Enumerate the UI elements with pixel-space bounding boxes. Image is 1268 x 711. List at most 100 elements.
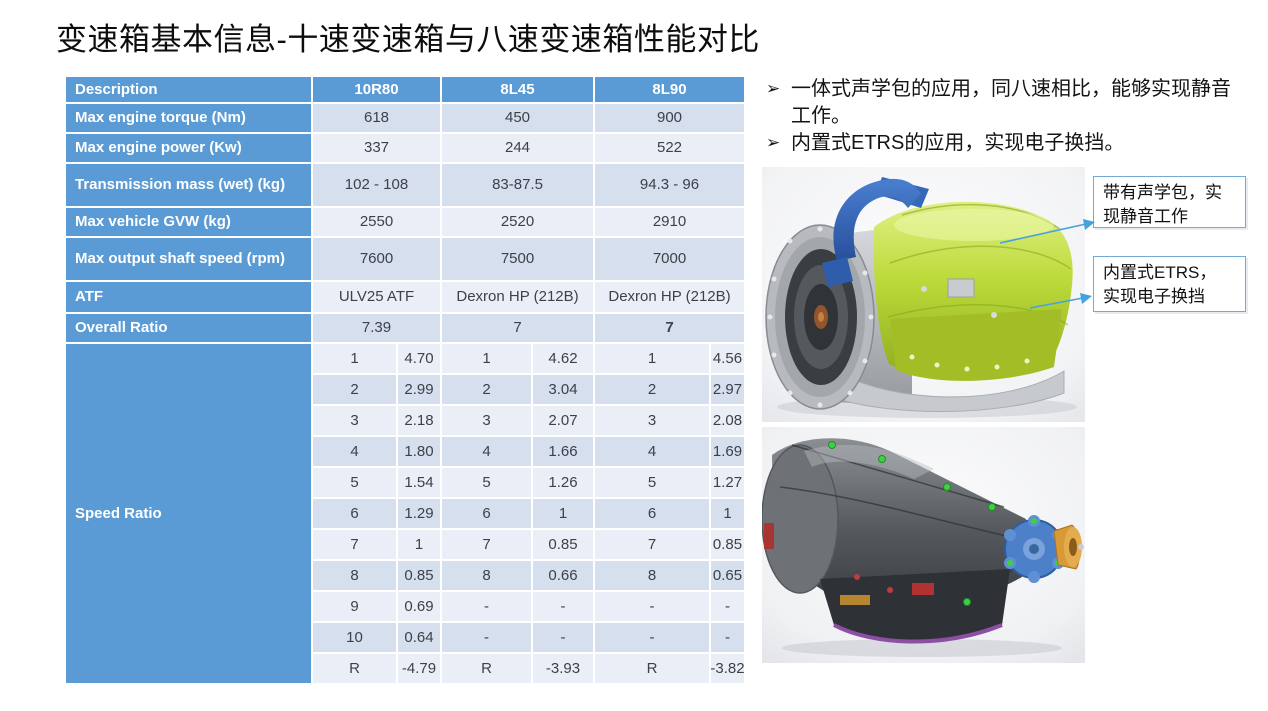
transmission-image-8speed — [762, 427, 1085, 663]
bullet-list: ➢ 一体式声学包的应用，同八速相比，能够实现静音工作。 ➢ 内置式ETRS的应用… — [766, 76, 1248, 156]
gear-cell: 4.56 — [711, 344, 746, 375]
gear-cell: 1 — [595, 344, 711, 375]
gear-cell: 2 — [595, 375, 711, 406]
spec-cell: 244 — [442, 134, 595, 164]
bullet-text: 一体式声学包的应用，同八速相比，能够实现静音工作。 — [791, 78, 1231, 127]
gear-cell: -3.82 — [710, 654, 746, 685]
gear-cell: 4 — [442, 437, 533, 468]
gear-cell: 1 — [533, 499, 595, 530]
gear-cell: 0.64 — [398, 623, 442, 654]
spec-row-label: Overall Ratio — [66, 314, 313, 344]
spec-table: Description 10R80 8L45 8L90 Max engine t… — [66, 77, 746, 685]
gear-cell: - — [595, 592, 711, 623]
bullet-item: ➢ 一体式声学包的应用，同八速相比，能够实现静音工作。 — [766, 76, 1248, 130]
gear-cell: -4.79 — [398, 654, 442, 685]
spec-cell: 94.3 - 96 — [595, 164, 746, 208]
spec-cell: 337 — [313, 134, 442, 164]
gear-cell: 6 — [442, 499, 533, 530]
gear-cell: 1.69 — [711, 437, 746, 468]
gear-cell: - — [711, 623, 746, 654]
gear-cell: 2.18 — [398, 406, 442, 437]
gear-cell: 7 — [595, 530, 711, 561]
gear-cell: 4 — [313, 437, 398, 468]
gear-cell: 1.27 — [711, 468, 746, 499]
spec-cell: 450 — [442, 104, 595, 134]
spec-cell: 522 — [595, 134, 746, 164]
gear-cell: - — [595, 623, 711, 654]
gear-cell: 9 — [313, 592, 398, 623]
gear-cell: 2.97 — [711, 375, 746, 406]
gear-cell: - — [533, 623, 595, 654]
gear-cell: R — [442, 654, 533, 685]
gear-cell: 3 — [595, 406, 711, 437]
speed-ratio-label: Speed Ratio — [66, 344, 313, 685]
callout-line: 带有声学包，实 — [1103, 183, 1222, 202]
callout-line: 内置式ETRS， — [1103, 263, 1217, 282]
table-header-description: Description — [66, 77, 313, 104]
gear-cell: 6 — [313, 499, 398, 530]
spec-cell: 2520 — [442, 208, 595, 238]
gear-cell: 1.80 — [398, 437, 442, 468]
spec-cell: 83-87.5 — [442, 164, 595, 208]
spec-cell: 7.39 — [313, 314, 442, 344]
spec-cell: 2910 — [595, 208, 746, 238]
transmission-image-10speed — [762, 167, 1085, 422]
gear-cell: 4 — [595, 437, 711, 468]
gear-cell: 8 — [313, 561, 398, 592]
bullet-arrow-icon: ➢ — [766, 79, 781, 98]
gear-cell: 0.65 — [711, 561, 746, 592]
gear-cell: 5 — [313, 468, 398, 499]
table-header-8l90: 8L90 — [595, 77, 746, 104]
spec-cell: 7 — [595, 314, 746, 344]
callout-box-acoustic: 带有声学包，实 现静音工作 — [1093, 176, 1246, 228]
spec-row-label: Max vehicle GVW (kg) — [66, 208, 313, 238]
callout-box-etrs: 内置式ETRS， 实现电子换挡 — [1093, 256, 1246, 312]
gear-cell: 1 — [398, 530, 442, 561]
spec-row-label: Max engine torque (Nm) — [66, 104, 313, 134]
ten-speed-transmission-render-icon — [762, 167, 1085, 422]
spec-cell: Dexron HP (212B) — [595, 282, 746, 314]
gear-cell: 8 — [595, 561, 711, 592]
gear-cell: 0.85 — [398, 561, 442, 592]
table-header-8l45: 8L45 — [442, 77, 595, 104]
gear-cell: 3 — [313, 406, 398, 437]
gear-cell: 2 — [442, 375, 533, 406]
spec-row-label: Max engine power (Kw) — [66, 134, 313, 164]
gear-cell: 8 — [442, 561, 533, 592]
table-header-10r80: 10R80 — [313, 77, 442, 104]
gear-cell: 5 — [442, 468, 533, 499]
gear-cell: -3.93 — [533, 654, 595, 685]
spec-cell: 2550 — [313, 208, 442, 238]
spec-cell: 900 — [595, 104, 746, 134]
gear-cell: 1 — [313, 344, 398, 375]
gear-cell: 0.69 — [398, 592, 442, 623]
gear-cell: - — [442, 623, 533, 654]
page-title: 变速箱基本信息-十速变速箱与八速变速箱性能对比 — [56, 22, 760, 57]
gear-cell: 7 — [442, 530, 533, 561]
gear-cell: 3.04 — [533, 375, 595, 406]
gear-cell: 2.08 — [711, 406, 746, 437]
gear-cell: 0.66 — [533, 561, 595, 592]
gear-cell: 4.70 — [398, 344, 442, 375]
gear-cell: 10 — [313, 623, 398, 654]
bullet-item: ➢ 内置式ETRS的应用，实现电子换挡。 — [766, 130, 1248, 157]
eight-speed-transmission-render-icon — [762, 427, 1085, 663]
gear-cell: 1.66 — [533, 437, 595, 468]
gear-cell: 1 — [711, 499, 746, 530]
spec-cell: 7600 — [313, 238, 442, 282]
gear-cell: 0.85 — [711, 530, 746, 561]
gear-cell: 2.07 — [533, 406, 595, 437]
spec-cell: 102 - 108 — [313, 164, 442, 208]
gear-cell: - — [442, 592, 533, 623]
gear-cell: 4.62 — [533, 344, 595, 375]
gear-cell: - — [533, 592, 595, 623]
bullet-arrow-icon: ➢ — [766, 132, 781, 152]
spec-row-label: Max output shaft speed (rpm) — [66, 238, 313, 282]
gear-cell: R — [595, 654, 711, 685]
gear-cell: 2.99 — [398, 375, 442, 406]
gear-cell: 5 — [595, 468, 711, 499]
gear-cell: 0.85 — [533, 530, 595, 561]
spec-row-label: Transmission mass (wet) (kg) — [66, 164, 313, 208]
gear-cell: 2 — [313, 375, 398, 406]
